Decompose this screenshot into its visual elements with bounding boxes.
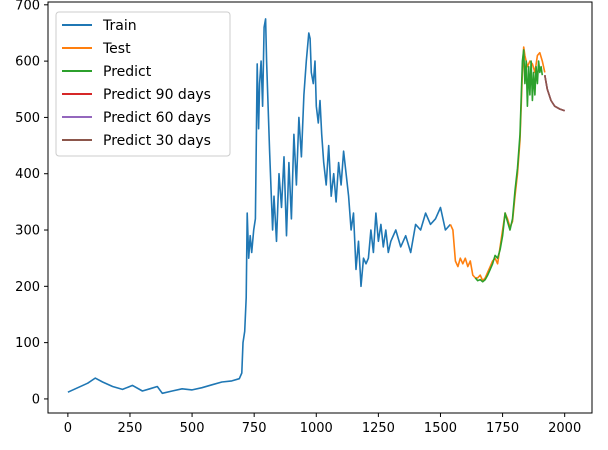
legend-label: Test	[102, 41, 131, 57]
plot-frame	[47, 1, 593, 414]
plot-lines	[67, 18, 565, 395]
series-line-0	[67, 18, 451, 395]
y-tick-label: 200	[15, 280, 40, 295]
x-tick-label: 1750	[486, 421, 519, 436]
y-tick-label: 300	[15, 224, 40, 239]
y-tick-label: 500	[15, 111, 40, 126]
y-tick-label: 0	[32, 392, 40, 407]
series-line-2	[474, 49, 544, 283]
legend-box	[55, 11, 231, 157]
legend-label: Predict	[103, 64, 152, 80]
x-tick-label: 2000	[548, 421, 581, 436]
x-tick-label: 1250	[362, 421, 395, 436]
x-tick-label: 0	[64, 421, 72, 436]
y-axis: 0 100 200 300 400 500 600 700	[15, 0, 48, 407]
x-tick-label: 250	[118, 421, 143, 436]
x-tick-label: 750	[242, 421, 267, 436]
x-tick-label: 500	[180, 421, 205, 436]
x-tick-label: 1000	[300, 421, 333, 436]
series-line-5	[544, 75, 565, 112]
legend-label: Predict 30 days	[103, 133, 211, 149]
legend-label: Predict 90 days	[103, 87, 211, 103]
x-tick-label: 1500	[424, 421, 457, 436]
y-tick-label: 100	[15, 336, 40, 351]
legend-items: Train Test Predict Predict 90 days Predict 6…	[62, 18, 211, 149]
legend-label: Train	[102, 18, 137, 34]
x-axis: 0 250 500 750 1000 1250 1500 1750 2000	[64, 413, 581, 436]
y-tick-label: 600	[15, 55, 40, 70]
legend: Train Test Predict Predict 90 days Predict 6…	[55, 11, 231, 157]
y-tick-label: 400	[15, 167, 40, 182]
legend-label: Predict 60 days	[103, 110, 211, 126]
y-tick-label: 700	[15, 0, 40, 13]
